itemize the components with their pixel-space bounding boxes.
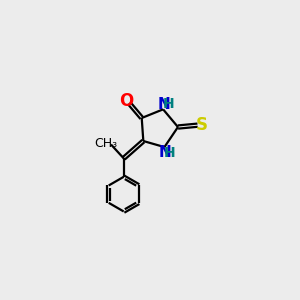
- Text: N: N: [159, 145, 172, 160]
- Text: N: N: [158, 97, 170, 112]
- Text: H: H: [164, 146, 175, 160]
- Text: O: O: [119, 92, 134, 110]
- Text: H: H: [162, 97, 174, 111]
- Text: CH₃: CH₃: [94, 136, 118, 150]
- Text: S: S: [196, 116, 208, 134]
